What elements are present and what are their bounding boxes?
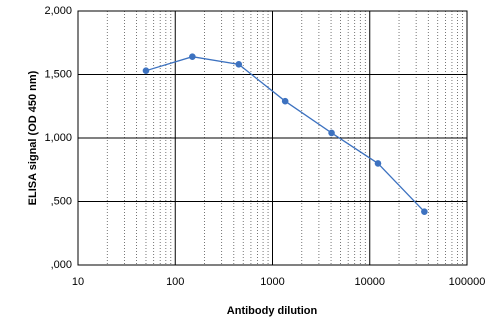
x-tick-label: 10000: [354, 276, 385, 288]
y-axis-label: ELISA signal (OD 450 nm): [27, 70, 39, 205]
y-tick-label: 2,000: [44, 5, 72, 17]
y-tick-label: ,000: [51, 259, 72, 271]
data-point: [421, 208, 428, 215]
x-tick-label: 100: [166, 276, 184, 288]
x-tick-label: 10: [72, 276, 84, 288]
plot-frame: [77, 10, 468, 266]
data-point: [142, 67, 150, 74]
y-tick-label: 1,500: [44, 68, 72, 80]
data-point: [235, 61, 243, 68]
data-point: [189, 53, 196, 61]
y-tick-label: ,500: [51, 195, 72, 207]
x-axis-label: Antibody dilution: [227, 305, 318, 317]
x-tick-label: 1000: [260, 276, 284, 288]
y-tick-label: 1,000: [44, 132, 72, 144]
data-line: [145, 56, 425, 213]
data-point: [374, 160, 382, 167]
data-point: [328, 129, 335, 137]
x-tick-label: 100000: [449, 276, 486, 288]
data-point: [281, 97, 289, 105]
